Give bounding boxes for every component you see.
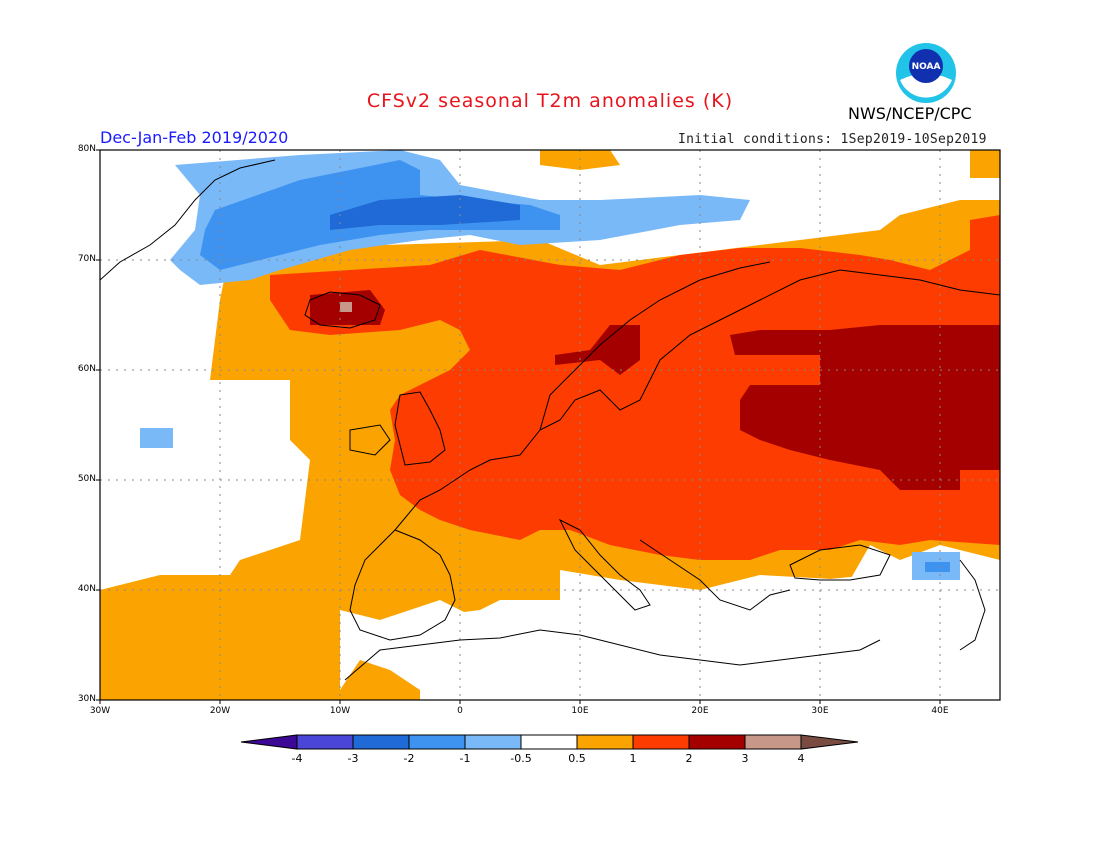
logo-text: NOAA xyxy=(912,62,941,72)
map-fields xyxy=(100,150,1000,700)
initial-conditions-label: Initial conditions: 1Sep2019-10Sep2019 xyxy=(678,132,987,147)
lat-label: 60N xyxy=(77,364,96,374)
colorbar-label: -3 xyxy=(347,752,359,765)
anomaly-region-midblue xyxy=(925,562,950,572)
season-label: Dec-Jan-Feb 2019/2020 xyxy=(100,128,289,147)
coastline-iberia xyxy=(349,529,456,641)
colorbar-arrow-low xyxy=(240,734,298,750)
anomaly-region-orange xyxy=(970,150,1000,178)
colorbar-label: -2 xyxy=(403,752,415,765)
colorbar-label: 1 xyxy=(629,752,637,765)
lat-label: 50N xyxy=(77,474,96,484)
coastline-greenland xyxy=(100,159,276,281)
colorbar-swatch xyxy=(744,734,802,750)
anomaly-region-orange xyxy=(340,660,420,700)
map-frame xyxy=(99,149,1001,701)
lon-label: 30W xyxy=(89,706,111,716)
lon-label: 0 xyxy=(457,706,463,716)
lon-label: 30E xyxy=(811,706,829,716)
anomaly-region-darkred xyxy=(730,325,1000,490)
anomaly-region-pink xyxy=(340,302,352,312)
colorbar-label: 0.5 xyxy=(568,752,586,765)
axis-ticks xyxy=(96,149,941,704)
colorbar-swatch xyxy=(632,734,690,750)
lon-label: 40E xyxy=(931,706,949,716)
colorbar-label: -0.5 xyxy=(510,752,532,765)
colorbar-swatch xyxy=(520,734,578,750)
colorbar-label: 3 xyxy=(741,752,749,765)
noaa-logo: NOAA xyxy=(896,43,956,103)
no-signal-region xyxy=(340,575,1000,700)
coastline-italy xyxy=(558,518,651,611)
coastline-scandinavia xyxy=(539,261,771,431)
coastline-balkans xyxy=(639,539,791,611)
colorbar-label: -4 xyxy=(291,752,303,765)
coastline-europe xyxy=(394,269,1000,531)
anomaly-region-red xyxy=(270,215,1000,560)
coastline-britain xyxy=(394,391,446,466)
coastline-blacksea xyxy=(789,544,891,581)
coastlines xyxy=(100,159,1000,681)
lon-label: 20E xyxy=(691,706,709,716)
colorbar-swatch xyxy=(576,734,634,750)
map-title: CFSv2 seasonal T2m anomalies (K) xyxy=(366,90,734,112)
colorbar-swatch xyxy=(464,734,522,750)
colorbar-swatch xyxy=(408,734,466,750)
coastline-ireland xyxy=(349,424,391,456)
lat-label: 40N xyxy=(77,584,96,594)
gridlines xyxy=(100,150,1000,700)
colorbar-label: 4 xyxy=(797,752,805,765)
colorbar xyxy=(240,734,859,750)
lat-label: 80N xyxy=(77,144,96,154)
organization-label: NWS/NCEP/CPC xyxy=(848,104,972,123)
lon-label: 10E xyxy=(571,706,589,716)
colorbar-label: -1 xyxy=(459,752,471,765)
anomaly-region-darkblue xyxy=(330,195,520,230)
lat-label: 70N xyxy=(77,254,96,264)
anomaly-region-lightblue xyxy=(140,428,173,448)
lon-label: 20W xyxy=(209,706,231,716)
colorbar-arrow-high xyxy=(800,734,859,750)
lat-label: 30N xyxy=(77,694,96,704)
coastline-iceland xyxy=(304,291,381,329)
anomaly-region-darkred xyxy=(555,325,640,375)
colorbar-swatch xyxy=(296,734,354,750)
colorbar-swatch xyxy=(352,734,410,750)
lon-label: 10W xyxy=(329,706,351,716)
coastline-caspian xyxy=(959,559,986,651)
colorbar-swatch xyxy=(688,734,746,750)
colorbar-label: 2 xyxy=(685,752,693,765)
coastline-africa xyxy=(344,629,881,681)
